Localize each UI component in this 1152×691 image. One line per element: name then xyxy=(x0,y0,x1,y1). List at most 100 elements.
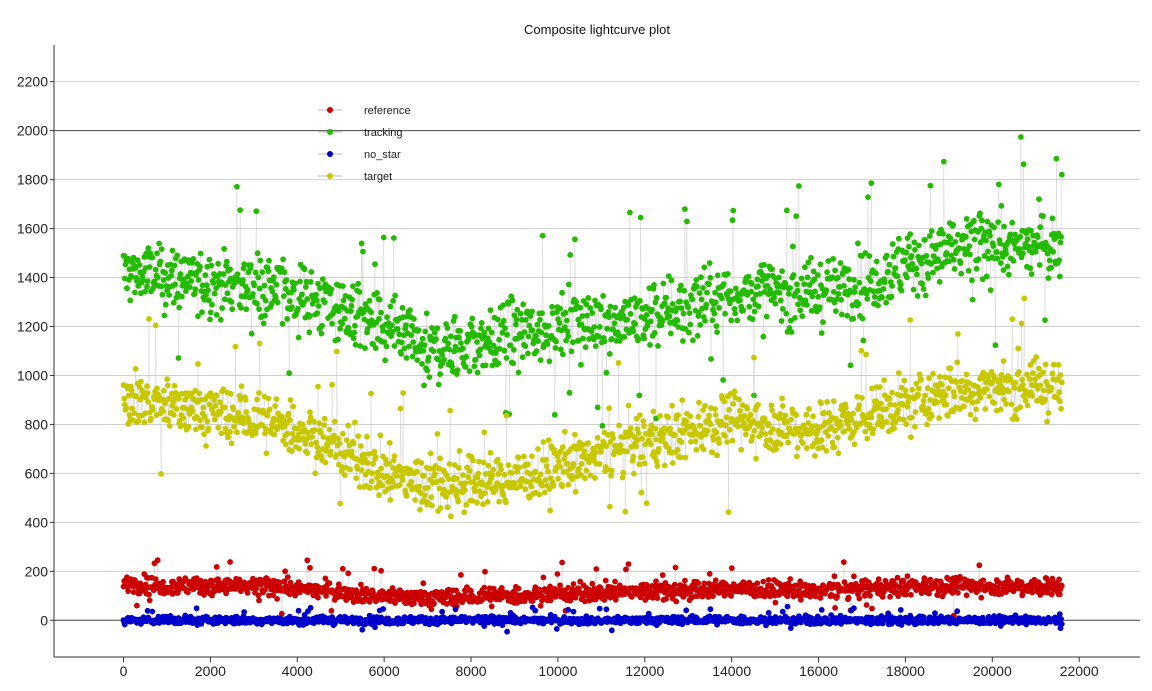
data-point xyxy=(306,419,313,425)
data-point xyxy=(835,450,842,457)
data-point xyxy=(687,321,694,328)
data-point xyxy=(259,269,266,276)
data-point xyxy=(636,392,643,399)
data-point xyxy=(643,500,650,507)
data-point xyxy=(624,316,631,323)
data-point xyxy=(902,387,909,394)
data-point xyxy=(269,288,276,295)
data-point xyxy=(609,431,616,437)
data-point xyxy=(888,293,895,300)
data-point xyxy=(850,315,857,322)
data-point xyxy=(486,339,493,346)
data-point xyxy=(892,265,899,272)
data-point xyxy=(505,300,512,307)
data-point xyxy=(654,595,661,601)
data-point xyxy=(935,257,942,264)
data-point xyxy=(606,351,613,357)
data-point xyxy=(935,387,942,394)
data-point xyxy=(926,233,933,239)
data-point xyxy=(886,395,893,402)
data-point xyxy=(521,453,527,460)
data-point xyxy=(1040,213,1046,220)
data-point xyxy=(986,228,993,235)
data-point xyxy=(518,333,525,340)
data-point xyxy=(500,492,506,498)
data-point xyxy=(706,412,712,419)
data-point xyxy=(496,498,502,505)
data-point xyxy=(446,346,453,353)
data-point xyxy=(975,256,982,263)
data-point xyxy=(570,461,577,467)
data-point xyxy=(474,339,480,345)
data-point xyxy=(1000,267,1007,273)
data-point xyxy=(290,403,297,410)
data-point xyxy=(883,299,889,306)
data-point xyxy=(655,445,662,452)
data-point xyxy=(989,380,995,386)
data-point xyxy=(864,296,871,302)
data-point xyxy=(470,457,476,464)
data-point xyxy=(1000,358,1007,364)
data-point xyxy=(865,194,871,201)
data-point xyxy=(936,373,943,380)
data-point xyxy=(873,398,879,404)
series-tracking xyxy=(120,134,1065,429)
data-point xyxy=(451,462,458,468)
data-point xyxy=(583,301,590,308)
data-point xyxy=(168,272,175,279)
data-point xyxy=(881,377,887,383)
data-point xyxy=(814,272,821,278)
data-point xyxy=(131,410,138,417)
data-point xyxy=(274,299,281,306)
data-point xyxy=(569,476,576,483)
data-point xyxy=(714,452,720,459)
data-point xyxy=(382,357,388,364)
data-point xyxy=(199,424,205,431)
data-point xyxy=(710,437,717,443)
data-point xyxy=(1057,372,1064,378)
data-point xyxy=(674,317,681,324)
data-point xyxy=(1037,224,1044,231)
data-point xyxy=(185,424,192,430)
data-point xyxy=(559,444,566,450)
data-point xyxy=(769,266,775,272)
data-point xyxy=(314,310,321,316)
data-point xyxy=(666,313,673,320)
data-point xyxy=(973,265,980,272)
data-point xyxy=(805,259,812,266)
data-point xyxy=(608,472,614,479)
data-point xyxy=(348,308,354,314)
data-point xyxy=(425,484,431,491)
data-point xyxy=(1027,362,1034,368)
data-point xyxy=(793,213,800,220)
data-point xyxy=(307,564,313,571)
data-point xyxy=(947,235,954,242)
data-point xyxy=(315,280,321,287)
data-point xyxy=(969,277,975,284)
data-point xyxy=(877,384,883,390)
data-point xyxy=(220,386,227,393)
data-point xyxy=(904,403,911,410)
data-point xyxy=(350,440,357,447)
data-point xyxy=(250,291,256,297)
data-point xyxy=(273,396,280,402)
data-point xyxy=(750,296,757,303)
data-point xyxy=(936,278,943,285)
data-point xyxy=(755,283,761,290)
data-point xyxy=(511,480,518,486)
data-point xyxy=(942,392,949,399)
data-point xyxy=(162,269,169,276)
data-point xyxy=(307,604,314,611)
data-point xyxy=(429,325,435,331)
data-point xyxy=(286,417,293,424)
data-point xyxy=(864,435,871,442)
data-point xyxy=(1050,248,1056,255)
data-point xyxy=(579,313,586,319)
data-point xyxy=(378,465,384,472)
data-point xyxy=(248,330,255,337)
data-point xyxy=(288,304,295,310)
data-point xyxy=(751,392,757,399)
data-point xyxy=(846,276,853,283)
data-point xyxy=(228,440,235,447)
data-point xyxy=(340,297,347,304)
